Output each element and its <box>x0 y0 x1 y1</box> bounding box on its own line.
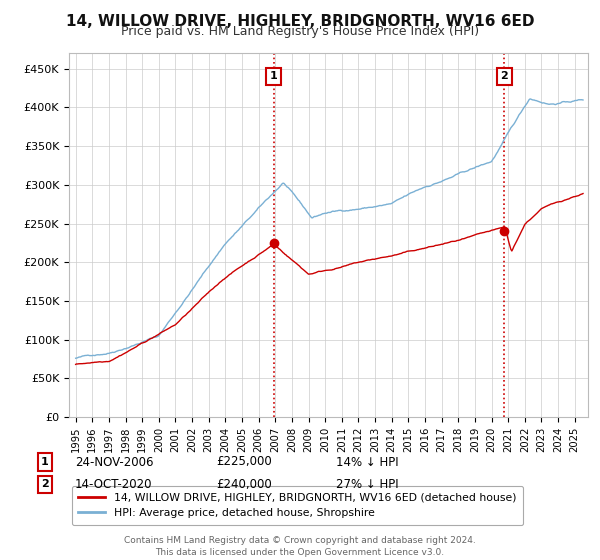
Text: £225,000: £225,000 <box>216 455 272 469</box>
Text: Contains HM Land Registry data © Crown copyright and database right 2024.
This d: Contains HM Land Registry data © Crown c… <box>124 536 476 557</box>
Text: 27% ↓ HPI: 27% ↓ HPI <box>336 478 398 491</box>
Text: 1: 1 <box>41 457 49 467</box>
Text: 14, WILLOW DRIVE, HIGHLEY, BRIDGNORTH, WV16 6ED: 14, WILLOW DRIVE, HIGHLEY, BRIDGNORTH, W… <box>66 14 534 29</box>
Text: 2: 2 <box>500 72 508 81</box>
Legend: 14, WILLOW DRIVE, HIGHLEY, BRIDGNORTH, WV16 6ED (detached house), HPI: Average p: 14, WILLOW DRIVE, HIGHLEY, BRIDGNORTH, W… <box>72 486 523 525</box>
Text: Price paid vs. HM Land Registry's House Price Index (HPI): Price paid vs. HM Land Registry's House … <box>121 25 479 38</box>
Text: £240,000: £240,000 <box>216 478 272 491</box>
Text: 14% ↓ HPI: 14% ↓ HPI <box>336 455 398 469</box>
Text: 14-OCT-2020: 14-OCT-2020 <box>75 478 152 491</box>
Text: 1: 1 <box>270 72 277 81</box>
Text: 24-NOV-2006: 24-NOV-2006 <box>75 455 154 469</box>
Text: 2: 2 <box>41 479 49 489</box>
